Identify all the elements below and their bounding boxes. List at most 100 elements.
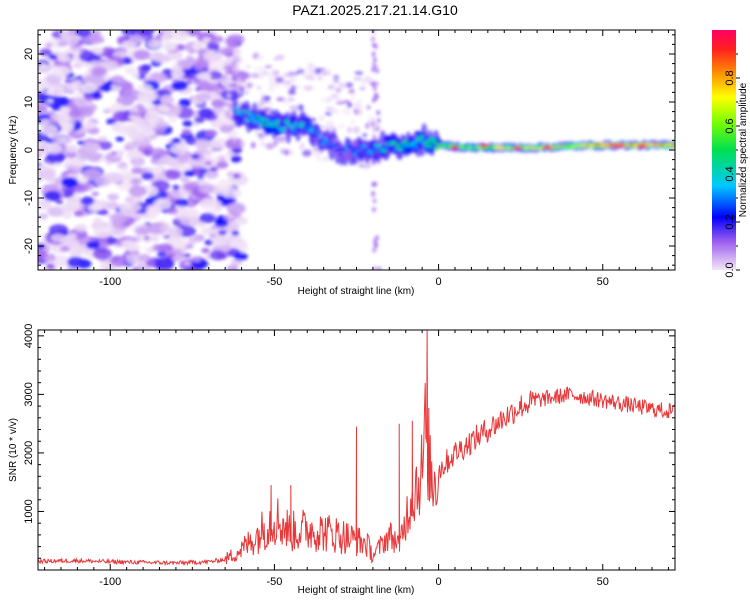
noise-blob — [136, 84, 153, 94]
ridge-core — [322, 138, 328, 142]
noise-blob — [185, 79, 193, 85]
noise-blob — [71, 158, 86, 168]
noise-blob — [364, 122, 370, 129]
noise-blob — [226, 92, 232, 99]
ridge-core — [273, 123, 279, 128]
ridge-core — [350, 149, 356, 153]
noise-blob — [343, 100, 351, 104]
snr-series-line — [38, 330, 675, 567]
noise-blob — [194, 64, 205, 71]
noise-blob — [317, 74, 323, 81]
noise-blob — [172, 184, 180, 190]
noise-blob — [282, 81, 291, 88]
noise-blob — [38, 198, 52, 210]
noise-blob — [363, 164, 369, 170]
noise-blob — [230, 155, 242, 163]
noise-blob — [226, 76, 232, 81]
noise-blob — [168, 117, 177, 123]
streak-blob — [372, 247, 377, 253]
ridge-core — [303, 125, 309, 129]
ridge-core — [291, 128, 297, 132]
noise-blob — [204, 239, 214, 246]
noise-blob — [357, 99, 363, 104]
noise-blob — [245, 72, 251, 79]
noise-blob — [234, 76, 243, 83]
noise-blob — [47, 206, 65, 217]
noise-blob — [201, 247, 210, 254]
noise-blob — [48, 54, 58, 60]
noise-blob — [366, 104, 371, 110]
noise-blob — [345, 82, 354, 88]
noise-blob — [38, 213, 49, 220]
noise-blob — [268, 72, 276, 80]
noise-blob — [105, 201, 120, 210]
noise-blob — [157, 159, 165, 164]
colorbar-tick-label: 0.8 — [724, 70, 736, 85]
noise-blob — [299, 72, 309, 77]
noise-blob — [45, 137, 55, 144]
ridge-core — [309, 125, 315, 130]
noise-blob — [142, 149, 154, 157]
noise-blob — [363, 75, 373, 83]
spectrogram-marks — [38, 30, 675, 270]
y-tick-label: 1000 — [23, 499, 35, 523]
noise-blob — [353, 76, 360, 82]
streak-blob — [371, 181, 376, 187]
noise-blob — [276, 97, 284, 102]
noise-blob — [61, 177, 79, 188]
noise-blob — [64, 78, 73, 84]
x-tick-label: -50 — [266, 276, 282, 288]
noise-blob — [337, 81, 347, 89]
noise-blob — [154, 257, 175, 270]
noise-blob — [131, 167, 143, 175]
ridge-core — [290, 125, 295, 129]
noise-blob — [188, 49, 195, 54]
streak-blob — [371, 190, 376, 196]
ridge-core — [337, 152, 343, 157]
noise-blob — [226, 265, 239, 270]
noise-blob — [252, 52, 259, 60]
x-tick-label: -50 — [266, 576, 282, 588]
ridge-core — [240, 113, 246, 117]
noise-blob — [87, 202, 103, 213]
noise-blob — [169, 236, 189, 248]
noise-blob — [117, 203, 130, 211]
noise-blob — [48, 224, 69, 237]
noise-blob — [240, 140, 247, 147]
x-tick-label: 50 — [597, 576, 609, 588]
noise-blob — [110, 213, 128, 224]
noise-blob — [137, 253, 151, 262]
ridge-core — [234, 106, 240, 110]
ridge-core — [245, 118, 251, 123]
noise-blob — [38, 154, 42, 159]
noise-blob — [232, 51, 243, 55]
noise-blob — [204, 160, 213, 166]
noise-blob — [295, 85, 301, 89]
ridge-core — [403, 139, 409, 143]
streak-blob — [372, 85, 377, 91]
noise-blob — [79, 82, 98, 94]
noise-blob — [313, 150, 322, 157]
noise-blob — [181, 128, 192, 135]
noise-blob — [347, 102, 353, 108]
noise-blob — [197, 71, 212, 81]
noise-blob — [367, 116, 375, 120]
noise-blob — [129, 35, 144, 45]
snr-panel: -100 -50 0 50 1000 2000 3000 4000 — [23, 324, 676, 588]
noise-blob — [350, 94, 356, 100]
noise-blob — [198, 183, 215, 194]
noise-blob — [287, 97, 296, 102]
noise-blob — [233, 55, 242, 62]
noise-blob — [166, 226, 183, 237]
noise-blob — [175, 198, 189, 207]
x-tick-label: -100 — [99, 276, 121, 288]
streak-blob — [371, 51, 376, 57]
noise-blob — [296, 65, 301, 70]
ridge-core — [413, 145, 419, 149]
colorbar-tick-label: 0.0 — [724, 262, 736, 277]
noise-blob — [110, 151, 118, 156]
noise-blob — [183, 170, 195, 177]
noise-blob — [166, 207, 178, 215]
noise-blob — [250, 72, 260, 79]
noise-blob — [62, 212, 73, 219]
